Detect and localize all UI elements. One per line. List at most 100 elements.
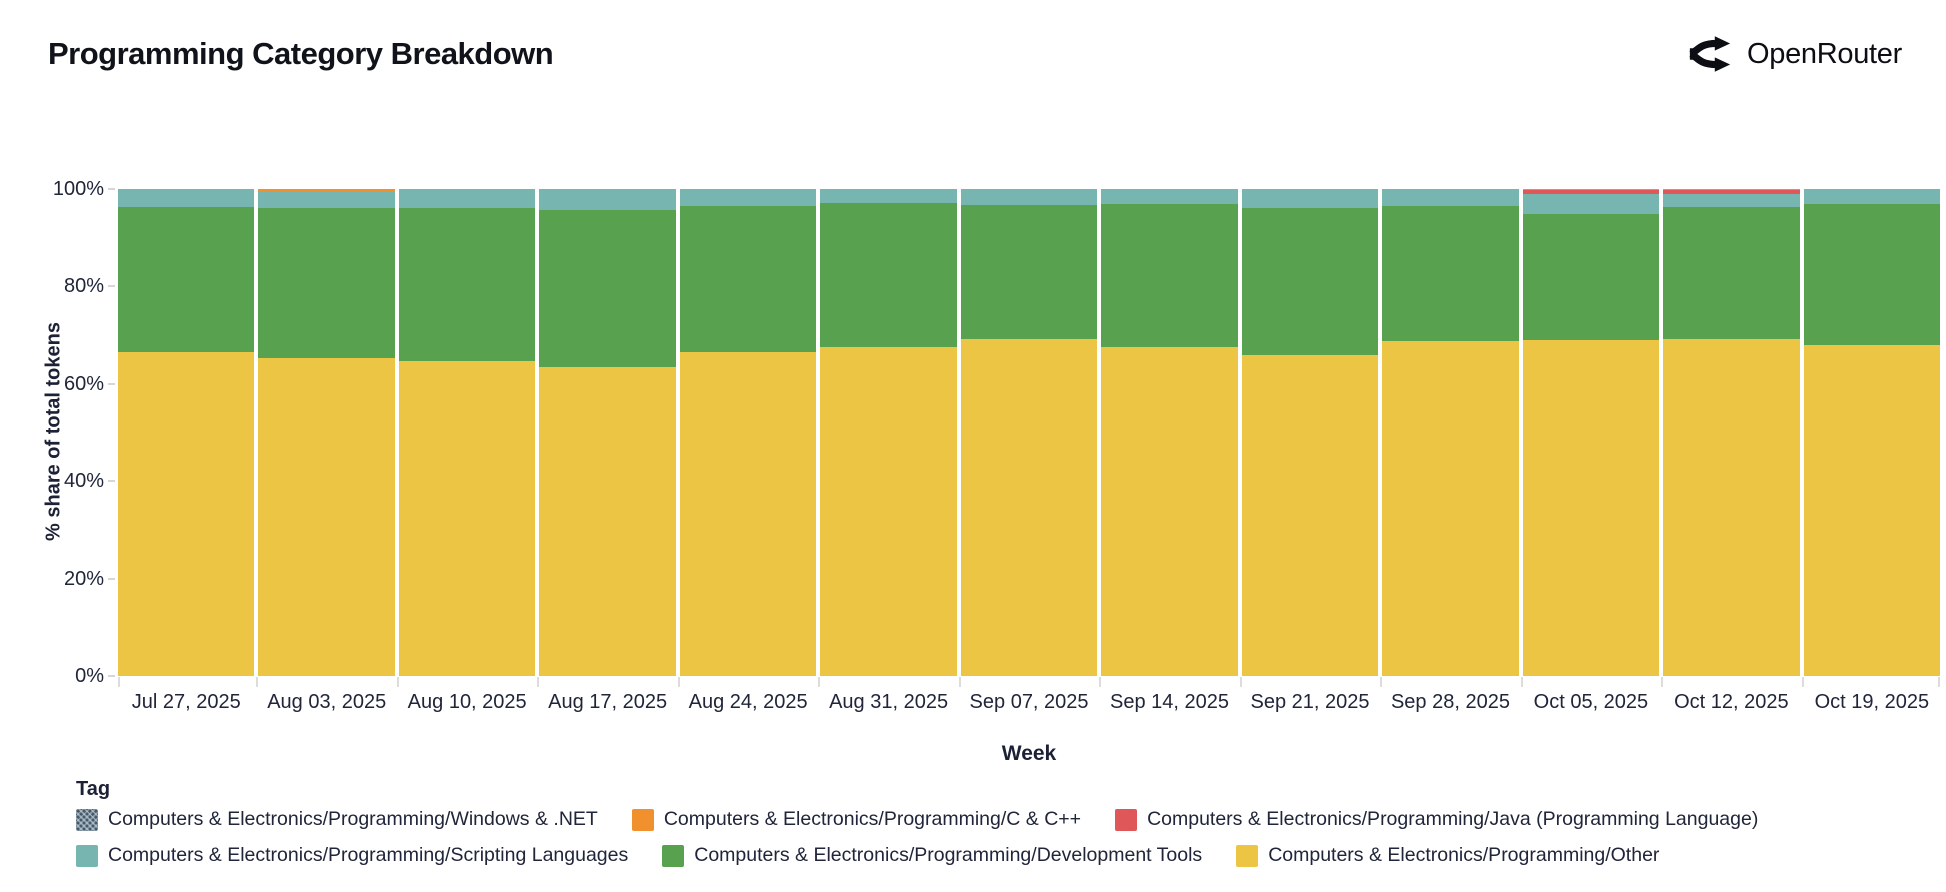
legend-label: Computers & Electronics/Programming/Java… bbox=[1147, 808, 1759, 830]
bar-segment[interactable] bbox=[1803, 189, 1941, 190]
bar-segment[interactable] bbox=[679, 352, 817, 676]
bar-segment[interactable] bbox=[1663, 194, 1800, 208]
y-tick-label: 60% bbox=[63, 372, 104, 395]
legend-item[interactable]: Computers & Electronics/Programming/Wind… bbox=[76, 808, 598, 831]
x-tick-label: Oct 05, 2025 bbox=[1533, 691, 1649, 713]
legend-swatch bbox=[662, 844, 685, 867]
legend-item[interactable]: Computers & Electronics/Programming/Java… bbox=[1115, 808, 1758, 831]
x-tick-mark bbox=[256, 677, 259, 687]
bar-segment[interactable] bbox=[1382, 206, 1519, 342]
bar-oct-12-2025[interactable] bbox=[1663, 189, 1800, 676]
legend-swatch bbox=[1115, 808, 1138, 831]
bar-segment[interactable] bbox=[1803, 190, 1941, 205]
bar-segment[interactable] bbox=[258, 207, 395, 359]
bar-segment[interactable] bbox=[1382, 341, 1519, 676]
bar-segment[interactable] bbox=[1522, 194, 1660, 215]
bar-segment[interactable] bbox=[1241, 354, 1379, 676]
bar-segment[interactable] bbox=[1101, 347, 1238, 676]
x-tick-mark bbox=[1099, 677, 1102, 687]
bar-aug-24-2025[interactable] bbox=[679, 189, 817, 676]
bar-segment[interactable] bbox=[1663, 339, 1800, 676]
y-tick-label: 40% bbox=[63, 470, 104, 493]
x-tick-mark bbox=[1380, 677, 1383, 687]
bar-segment[interactable] bbox=[1522, 189, 1660, 195]
legend-swatch bbox=[1236, 844, 1259, 867]
bar-segment[interactable] bbox=[960, 204, 1098, 340]
bar-segment[interactable] bbox=[679, 189, 817, 207]
legend-item[interactable]: Computers & Electronics/Programming/C & … bbox=[631, 808, 1082, 831]
bar-segment[interactable] bbox=[398, 190, 536, 208]
legend-item[interactable]: Computers & Electronics/Programming/Scri… bbox=[76, 844, 628, 867]
bar-segment[interactable] bbox=[1522, 214, 1660, 340]
x-tick-mark bbox=[537, 677, 540, 687]
bar-oct-05-2025[interactable] bbox=[1522, 189, 1660, 676]
x-tick-mark bbox=[818, 677, 821, 687]
x-tick-label: Sep 14, 2025 bbox=[1110, 691, 1230, 713]
legend-label: Computers & Electronics/Programming/Scri… bbox=[108, 844, 629, 866]
legend-label: Computers & Electronics/Programming/Deve… bbox=[694, 844, 1203, 866]
y-tick-mark bbox=[108, 480, 115, 483]
bar-segment[interactable] bbox=[820, 189, 957, 203]
bar-segment[interactable] bbox=[118, 206, 255, 353]
bar-segment[interactable] bbox=[1241, 207, 1379, 355]
y-tick-mark bbox=[108, 285, 115, 288]
bar-segment[interactable] bbox=[1101, 189, 1238, 205]
bar-segment[interactable] bbox=[539, 189, 676, 190]
x-tick-mark bbox=[1938, 677, 1940, 687]
bar-segment[interactable] bbox=[820, 202, 957, 348]
bar-segment[interactable] bbox=[1803, 204, 1941, 346]
bar-segment[interactable] bbox=[679, 206, 817, 353]
x-tick-mark bbox=[118, 677, 120, 687]
x-tick-mark bbox=[958, 677, 961, 687]
bar-segment[interactable] bbox=[258, 189, 395, 191]
y-axis: 0% 20% 40% 60% 80% 100% bbox=[0, 178, 115, 687]
bar-segment[interactable] bbox=[1803, 345, 1941, 676]
bar-jul-27-2025[interactable] bbox=[118, 189, 255, 676]
x-tick-label: Jul 27, 2025 bbox=[131, 691, 241, 713]
legend-item[interactable]: Computers & Electronics/Programming/Othe… bbox=[1236, 844, 1659, 867]
bar-aug-17-2025[interactable] bbox=[539, 189, 676, 676]
bar-segment[interactable] bbox=[1241, 189, 1379, 208]
bar-segment[interactable] bbox=[1382, 189, 1519, 191]
bar-segment[interactable] bbox=[820, 347, 957, 676]
bar-segment[interactable] bbox=[960, 189, 1098, 205]
bar-segment[interactable] bbox=[1101, 204, 1238, 348]
brand[interactable]: OpenRouter bbox=[1687, 34, 1902, 74]
bar-oct-19-2025[interactable] bbox=[1803, 189, 1941, 676]
bar-segment[interactable] bbox=[1382, 190, 1519, 207]
bar-segment[interactable] bbox=[258, 190, 395, 208]
bar-segment[interactable] bbox=[118, 352, 255, 676]
legend-item[interactable]: Computers & Electronics/Programming/Deve… bbox=[662, 844, 1202, 867]
bar-segment[interactable] bbox=[398, 207, 536, 362]
legend-label: Computers & Electronics/Programming/C & … bbox=[663, 808, 1082, 830]
bar-segment[interactable] bbox=[258, 358, 395, 676]
bar-segment[interactable] bbox=[118, 189, 255, 207]
bar-segment[interactable] bbox=[1663, 189, 1800, 195]
x-tick-mark bbox=[1661, 677, 1664, 687]
x-tick-label: Sep 07, 2025 bbox=[969, 691, 1089, 713]
x-tick-mark bbox=[396, 677, 399, 687]
bar-segment[interactable] bbox=[398, 189, 536, 191]
bar-segment[interactable] bbox=[398, 361, 536, 676]
bar-segment[interactable] bbox=[539, 367, 676, 676]
legend-swatch bbox=[76, 808, 98, 831]
legend-row-2: Computers & Electronics/Programming/Scri… bbox=[76, 844, 1659, 867]
bar-aug-03-2025[interactable] bbox=[258, 189, 395, 676]
legend-swatch bbox=[76, 844, 98, 867]
bar-sep-21-2025[interactable] bbox=[1241, 189, 1379, 676]
x-tick-mark bbox=[1801, 677, 1804, 687]
bar-segment[interactable] bbox=[539, 189, 676, 211]
bar-sep-07-2025[interactable] bbox=[960, 189, 1098, 676]
legend-label: Computers & Electronics/Programming/Wind… bbox=[108, 808, 598, 830]
x-axis-ticks bbox=[118, 677, 1940, 688]
bar-sep-14-2025[interactable] bbox=[1101, 189, 1238, 676]
bar-segment[interactable] bbox=[960, 339, 1098, 676]
bar-segment[interactable] bbox=[1663, 207, 1800, 339]
bar-aug-31-2025[interactable] bbox=[820, 189, 957, 676]
bar-segment[interactable] bbox=[1522, 339, 1660, 676]
bar-segment[interactable] bbox=[539, 210, 676, 368]
openrouter-logo-icon bbox=[1687, 34, 1733, 74]
bar-sep-28-2025[interactable] bbox=[1382, 189, 1519, 676]
bar-aug-10-2025[interactable] bbox=[398, 189, 536, 676]
x-tick-label: Oct 12, 2025 bbox=[1674, 691, 1789, 713]
